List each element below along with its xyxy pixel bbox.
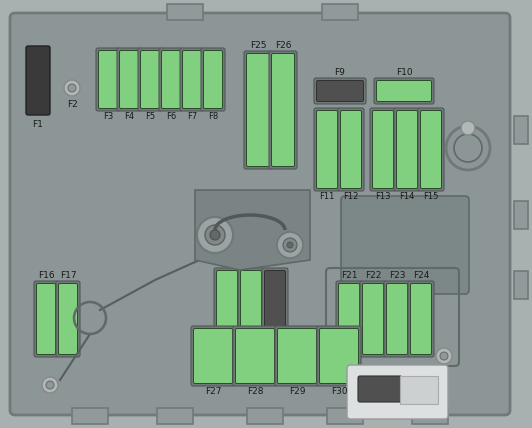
Text: F11: F11 xyxy=(319,192,335,201)
Bar xyxy=(327,408,363,424)
Text: F16: F16 xyxy=(38,271,54,280)
Text: F1: F1 xyxy=(32,120,44,129)
Text: F4: F4 xyxy=(124,112,134,121)
FancyBboxPatch shape xyxy=(271,54,295,166)
FancyBboxPatch shape xyxy=(182,51,202,109)
Text: F24: F24 xyxy=(413,271,429,280)
FancyBboxPatch shape xyxy=(217,270,237,359)
FancyBboxPatch shape xyxy=(240,270,262,359)
Text: F5: F5 xyxy=(145,112,155,121)
FancyBboxPatch shape xyxy=(180,48,204,111)
Text: F10: F10 xyxy=(396,68,412,77)
FancyBboxPatch shape xyxy=(214,268,240,361)
Text: F18: F18 xyxy=(219,258,235,267)
FancyBboxPatch shape xyxy=(262,268,288,361)
FancyBboxPatch shape xyxy=(372,110,394,188)
Circle shape xyxy=(461,121,475,135)
FancyBboxPatch shape xyxy=(138,48,162,111)
FancyBboxPatch shape xyxy=(320,329,359,383)
FancyBboxPatch shape xyxy=(362,283,384,354)
FancyBboxPatch shape xyxy=(117,48,141,111)
Bar xyxy=(514,116,528,144)
Text: F23: F23 xyxy=(389,271,405,280)
Bar xyxy=(400,376,438,404)
FancyBboxPatch shape xyxy=(194,329,232,383)
FancyBboxPatch shape xyxy=(396,110,418,188)
FancyBboxPatch shape xyxy=(269,51,297,169)
FancyBboxPatch shape xyxy=(336,281,362,357)
FancyBboxPatch shape xyxy=(340,110,362,188)
Text: F29: F29 xyxy=(289,387,305,396)
Text: F8: F8 xyxy=(208,112,218,121)
FancyBboxPatch shape xyxy=(98,51,118,109)
FancyBboxPatch shape xyxy=(338,283,360,354)
FancyBboxPatch shape xyxy=(140,51,160,109)
Circle shape xyxy=(42,377,58,393)
FancyBboxPatch shape xyxy=(370,108,396,191)
Text: F14: F14 xyxy=(400,192,414,201)
FancyBboxPatch shape xyxy=(278,329,317,383)
FancyBboxPatch shape xyxy=(384,281,410,357)
Text: F20: F20 xyxy=(267,258,283,267)
FancyBboxPatch shape xyxy=(360,281,386,357)
FancyBboxPatch shape xyxy=(10,13,510,415)
Bar xyxy=(72,408,108,424)
FancyBboxPatch shape xyxy=(347,365,448,419)
Bar xyxy=(247,408,283,424)
Bar xyxy=(167,4,203,20)
Circle shape xyxy=(277,232,303,258)
FancyBboxPatch shape xyxy=(162,51,180,109)
FancyBboxPatch shape xyxy=(411,283,431,354)
Bar xyxy=(322,4,358,20)
Text: F17: F17 xyxy=(60,271,76,280)
Text: F15: F15 xyxy=(423,192,439,201)
FancyBboxPatch shape xyxy=(26,46,50,115)
Text: F2: F2 xyxy=(66,100,77,109)
FancyBboxPatch shape xyxy=(37,283,55,354)
Text: F27: F27 xyxy=(205,387,221,396)
Text: F30: F30 xyxy=(331,387,347,396)
Circle shape xyxy=(436,348,452,364)
FancyBboxPatch shape xyxy=(34,281,58,357)
Circle shape xyxy=(197,217,233,253)
Polygon shape xyxy=(195,190,310,270)
FancyBboxPatch shape xyxy=(314,108,340,191)
FancyBboxPatch shape xyxy=(394,108,420,191)
FancyBboxPatch shape xyxy=(387,283,408,354)
Text: F25: F25 xyxy=(250,41,266,50)
Text: F6: F6 xyxy=(166,112,176,121)
Bar xyxy=(412,408,448,424)
FancyBboxPatch shape xyxy=(246,54,270,166)
FancyBboxPatch shape xyxy=(420,110,442,188)
FancyBboxPatch shape xyxy=(233,326,277,386)
FancyBboxPatch shape xyxy=(275,326,319,386)
Text: F7: F7 xyxy=(187,112,197,121)
FancyBboxPatch shape xyxy=(418,108,444,191)
Circle shape xyxy=(440,352,448,360)
FancyBboxPatch shape xyxy=(338,108,364,191)
Text: F12: F12 xyxy=(343,192,359,201)
FancyBboxPatch shape xyxy=(358,376,402,402)
Bar xyxy=(157,408,193,424)
Circle shape xyxy=(210,230,220,240)
FancyBboxPatch shape xyxy=(59,283,78,354)
FancyBboxPatch shape xyxy=(56,281,80,357)
Circle shape xyxy=(205,225,225,245)
FancyBboxPatch shape xyxy=(264,270,286,359)
Text: F26: F26 xyxy=(275,41,291,50)
FancyBboxPatch shape xyxy=(317,80,363,101)
FancyBboxPatch shape xyxy=(238,268,264,361)
FancyBboxPatch shape xyxy=(201,48,225,111)
FancyBboxPatch shape xyxy=(408,281,434,357)
Text: F3: F3 xyxy=(103,112,113,121)
FancyBboxPatch shape xyxy=(374,78,434,104)
Text: F19: F19 xyxy=(243,258,259,267)
FancyBboxPatch shape xyxy=(120,51,138,109)
FancyBboxPatch shape xyxy=(317,326,361,386)
Circle shape xyxy=(287,242,293,248)
Bar xyxy=(514,201,528,229)
FancyBboxPatch shape xyxy=(191,326,235,386)
FancyBboxPatch shape xyxy=(96,48,120,111)
Text: F9: F9 xyxy=(335,68,345,77)
